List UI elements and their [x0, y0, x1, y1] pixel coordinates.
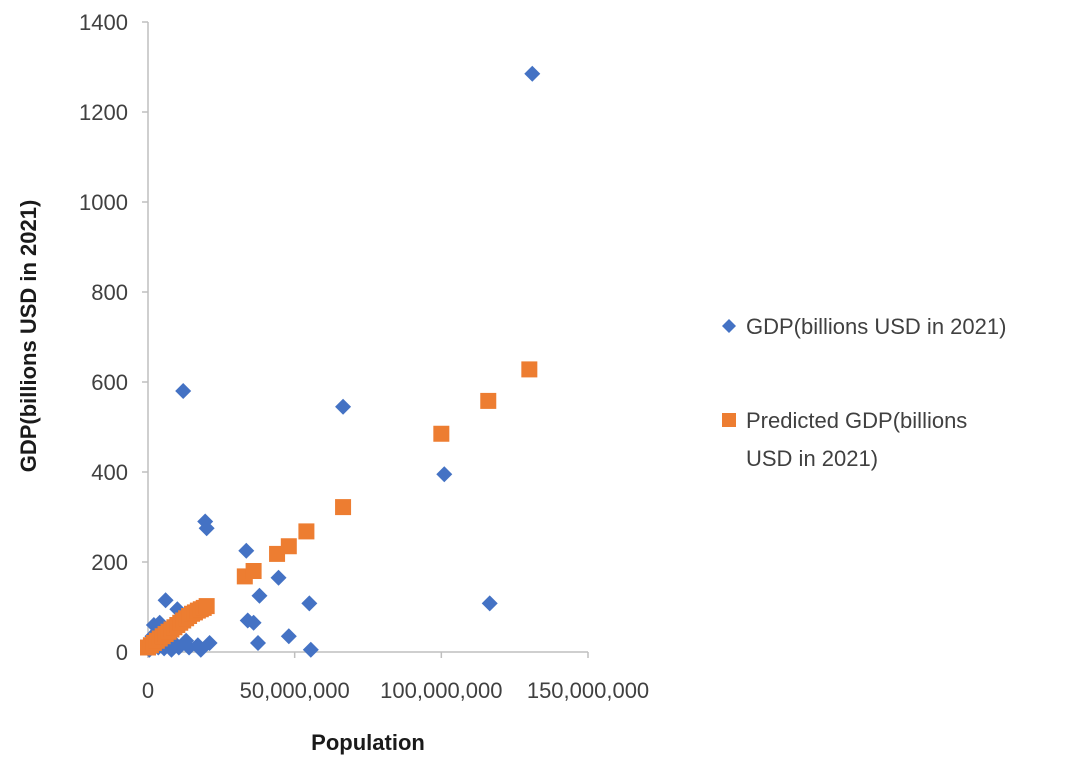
legend-item-predicted-gdp: Predicted GDP(billions USD in 2021)	[722, 408, 973, 471]
gdp-point	[301, 595, 318, 612]
plot-area	[140, 65, 541, 658]
gdp-point	[238, 542, 255, 559]
y-tick-label: 400	[91, 460, 128, 485]
x-axis-title: Population	[311, 730, 425, 755]
y-tick-label: 800	[91, 280, 128, 305]
gdp-point	[270, 569, 287, 586]
y-axis-title: GDP(billions USD in 2021)	[16, 200, 41, 473]
predicted-gdp-point	[198, 598, 215, 615]
predicted-gdp-point	[335, 499, 352, 516]
gdp-point	[201, 635, 218, 651]
x-tick-label: 0	[142, 678, 154, 703]
y-tick-label: 0	[116, 640, 128, 665]
legend-label-predicted-gdp: Predicted GDP(billions USD in 2021)	[746, 408, 973, 471]
x-axis-ticks: 0 50,000,000 100,000,000 150,000,000	[142, 652, 649, 703]
predicted-gdp-point	[298, 523, 315, 540]
legend: GDP(billions USD in 2021) Predicted GDP(…	[722, 314, 1006, 471]
legend-marker-diamond	[722, 319, 736, 333]
gdp-point	[245, 614, 262, 631]
x-tick-label: 150,000,000	[527, 678, 649, 703]
gdp-point	[481, 595, 498, 612]
x-tick-label: 50,000,000	[240, 678, 350, 703]
predicted-gdp-point	[280, 538, 297, 555]
y-tick-label: 1400	[79, 10, 128, 35]
predicted-gdp-point	[480, 392, 497, 409]
legend-label-line-1: Predicted GDP(billions	[746, 408, 967, 433]
predicted-gdp-point	[245, 563, 262, 579]
y-tick-label: 1200	[79, 100, 128, 125]
legend-label-line-2: USD in 2021)	[746, 446, 878, 471]
gdp-point	[436, 466, 453, 483]
axes	[147, 22, 588, 653]
series-gdp	[141, 65, 541, 658]
y-axis-ticks: 0 200 400 600 800 1000 1200 1400	[79, 10, 148, 665]
series-predicted-gdp	[140, 361, 538, 656]
gdp-point	[250, 635, 266, 651]
gdp-point	[280, 628, 297, 645]
gdp-point	[335, 398, 352, 415]
legend-marker-square	[722, 413, 736, 427]
legend-item-gdp: GDP(billions USD in 2021)	[722, 314, 1006, 339]
y-tick-label: 200	[91, 550, 128, 575]
gdp-point	[251, 587, 268, 604]
predicted-gdp-point	[521, 361, 538, 378]
gdp-point	[157, 592, 174, 609]
y-tick-label: 1000	[79, 190, 128, 215]
predicted-gdp-point	[433, 425, 450, 442]
x-tick-label: 100,000,000	[380, 678, 502, 703]
legend-label-gdp: GDP(billions USD in 2021)	[746, 314, 1006, 339]
gdp-point	[198, 520, 215, 537]
gdp-point	[175, 383, 192, 399]
gdp-point	[524, 65, 541, 82]
gdp-point	[302, 641, 319, 658]
y-tick-label: 600	[91, 370, 128, 395]
